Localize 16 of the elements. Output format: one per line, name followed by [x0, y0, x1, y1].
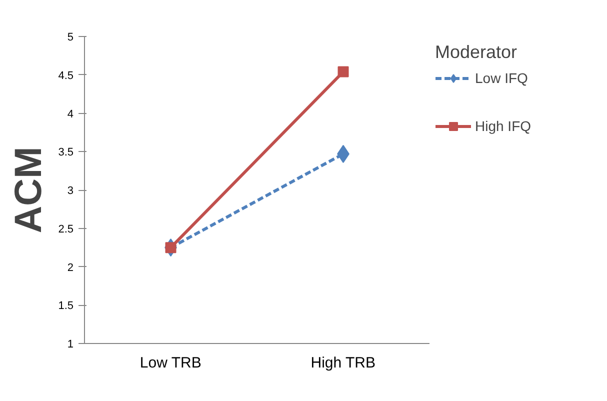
- y-tick-label: 4: [67, 108, 74, 120]
- y-tick-label: 4.5: [58, 70, 74, 82]
- y-tick-label: 1: [67, 338, 74, 350]
- x-tick-label: High TRB: [310, 354, 376, 372]
- legend-title: Moderator: [435, 42, 518, 63]
- y-tick-label: 3.5: [58, 146, 74, 159]
- point: [338, 66, 349, 78]
- y-tick-label: 3: [67, 185, 74, 197]
- y-axis-title: ACM: [8, 146, 50, 234]
- x-tick-label: Low TRB: [140, 354, 202, 372]
- y-tick-label: 2: [67, 262, 74, 274]
- y-tick-label: 5: [67, 32, 74, 44]
- legend-label: Low IFQ: [475, 70, 528, 86]
- legend-label: High IFQ: [475, 118, 532, 134]
- y-tick-label: 2.5: [58, 223, 74, 236]
- y-tick-label: 1.5: [58, 300, 74, 312]
